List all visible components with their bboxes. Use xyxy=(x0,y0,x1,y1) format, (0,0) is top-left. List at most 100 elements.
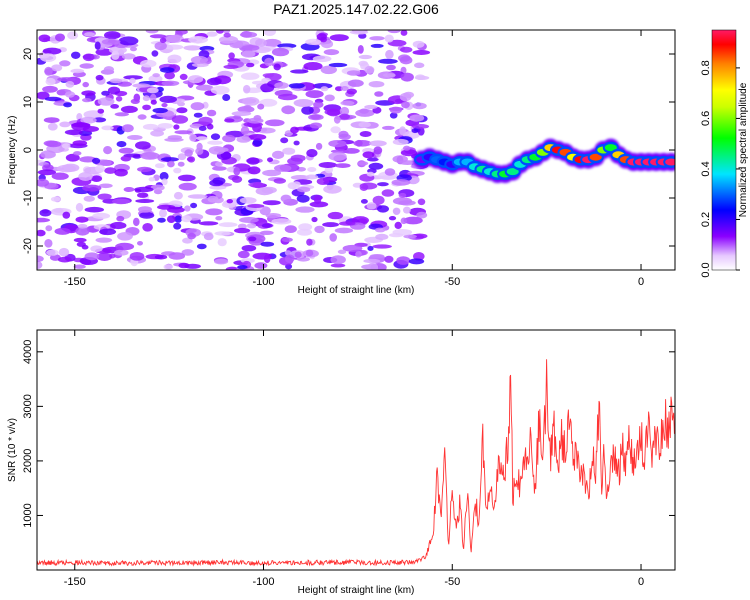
snr-y-tick-label: 2000 xyxy=(22,449,34,473)
noise-blob xyxy=(62,211,71,219)
noise-blob xyxy=(287,157,303,165)
snr-series-line xyxy=(37,359,675,567)
noise-blob xyxy=(71,51,81,59)
noise-blob xyxy=(274,82,289,89)
noise-blob xyxy=(42,164,54,172)
colorbar-tick-label: 0.4 xyxy=(700,161,712,176)
noise-blob xyxy=(75,216,89,223)
noise-blob xyxy=(316,33,327,41)
noise-blob xyxy=(146,87,159,94)
noise-blob xyxy=(399,92,412,102)
spectrogram-y-tick-label: 0 xyxy=(22,147,34,153)
noise-blob xyxy=(261,223,273,228)
noise-blob xyxy=(190,202,198,209)
noise-blob xyxy=(46,249,59,256)
noise-blob xyxy=(189,133,197,142)
noise-blob xyxy=(154,41,167,51)
noise-blob xyxy=(56,164,77,173)
noise-blob xyxy=(260,127,268,132)
noise-blob xyxy=(330,255,346,265)
noise-blob xyxy=(284,250,292,256)
noise-blob xyxy=(222,94,231,101)
noise-blob xyxy=(252,138,263,147)
snr-panel: -150 -100 -50 0 1000 2000 3000 4000 Height of … xyxy=(7,329,676,596)
noise-blob xyxy=(241,50,256,58)
noise-blob xyxy=(142,95,150,102)
noise-blob xyxy=(63,102,72,108)
noise-blob xyxy=(164,44,184,50)
noise-blob xyxy=(291,181,301,187)
noise-blob xyxy=(82,53,95,62)
noise-blob xyxy=(312,83,333,89)
noise-blob xyxy=(246,62,255,68)
noise-blob xyxy=(110,104,119,109)
noise-blob xyxy=(104,31,121,40)
noise-blob xyxy=(110,221,127,230)
noise-blob xyxy=(329,34,349,42)
noise-blob xyxy=(223,32,231,38)
noise-blob xyxy=(403,216,423,225)
noise-blob xyxy=(389,106,402,114)
noise-blob xyxy=(161,178,168,186)
noise-blob xyxy=(305,90,324,99)
noise-blob xyxy=(373,146,383,155)
noise-blob xyxy=(92,157,101,164)
noise-blob xyxy=(196,136,208,141)
noise-blob xyxy=(137,114,147,120)
noise-blob xyxy=(173,222,182,230)
colorbar-tick-label: 0.8 xyxy=(700,60,712,75)
noise-blob xyxy=(367,246,374,251)
noise-blob xyxy=(79,63,94,69)
noise-blob xyxy=(73,151,82,156)
noise-blob xyxy=(215,161,223,167)
noise-blob xyxy=(130,98,140,104)
noise-blob xyxy=(159,172,169,181)
noise-blob xyxy=(353,140,372,147)
noise-blob xyxy=(142,104,152,111)
noise-blob xyxy=(140,152,160,160)
noise-blob xyxy=(385,49,394,59)
noise-blob xyxy=(296,194,310,203)
noise-blob xyxy=(181,249,195,256)
noise-blob xyxy=(412,50,431,55)
noise-blob xyxy=(403,234,417,239)
noise-blob xyxy=(223,30,231,34)
noise-blob xyxy=(263,254,271,263)
noise-blob xyxy=(150,184,165,191)
noise-blob xyxy=(121,124,134,133)
noise-blob xyxy=(368,81,385,88)
noise-blob xyxy=(294,251,302,258)
noise-blob xyxy=(175,30,188,35)
noise-blob xyxy=(240,72,260,80)
noise-blob xyxy=(243,104,252,111)
noise-blob xyxy=(364,65,375,74)
noise-blob xyxy=(115,242,135,251)
noise-blob xyxy=(150,130,165,137)
noise-blob xyxy=(360,199,368,204)
noise-blob xyxy=(103,146,113,155)
noise-blob xyxy=(159,95,177,103)
noise-blob xyxy=(370,43,384,48)
noise-blob xyxy=(81,90,96,96)
noise-blob xyxy=(237,265,248,270)
noise-blob xyxy=(139,212,155,219)
noise-blob xyxy=(44,96,62,102)
noise-blob xyxy=(166,215,176,223)
noise-blob xyxy=(159,37,167,43)
noise-blob xyxy=(384,34,394,43)
noise-blob xyxy=(75,226,90,236)
noise-blob xyxy=(164,71,176,80)
noise-blob xyxy=(54,227,71,235)
noise-blob xyxy=(187,232,196,240)
noise-blob xyxy=(142,123,159,130)
snr-x-tick-label: -150 xyxy=(64,576,86,588)
noise-blob xyxy=(154,254,168,260)
noise-blob xyxy=(392,229,413,236)
noise-blob xyxy=(120,155,132,162)
noise-blob xyxy=(366,171,375,177)
noise-blob xyxy=(178,262,190,269)
noise-blob xyxy=(323,184,342,194)
noise-blob xyxy=(168,252,186,260)
noise-blob xyxy=(137,166,152,173)
